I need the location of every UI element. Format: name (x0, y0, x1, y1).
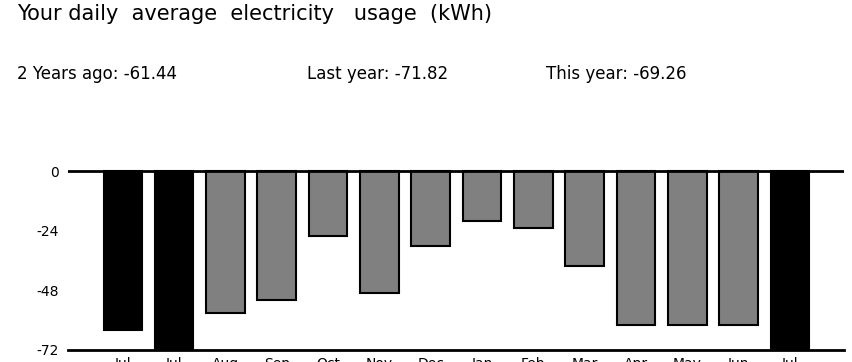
Text: Your daily  average  electricity   usage  (kWh): Your daily average electricity usage (kW… (17, 4, 492, 24)
Bar (616, 172, 654, 325)
Bar (770, 172, 809, 350)
Bar (308, 172, 347, 236)
Bar (463, 172, 501, 221)
Text: This year: -69.26: This year: -69.26 (545, 65, 686, 83)
Bar (411, 172, 449, 246)
Bar (718, 172, 757, 325)
Bar (155, 172, 193, 350)
Bar (103, 172, 141, 330)
Text: Last year: -71.82: Last year: -71.82 (307, 65, 447, 83)
Bar (514, 172, 552, 228)
Bar (257, 172, 296, 300)
Bar (206, 172, 245, 313)
Text: 2 Years ago: -61.44: 2 Years ago: -61.44 (17, 65, 177, 83)
Bar (565, 172, 603, 266)
Bar (667, 172, 705, 325)
Bar (360, 172, 398, 293)
